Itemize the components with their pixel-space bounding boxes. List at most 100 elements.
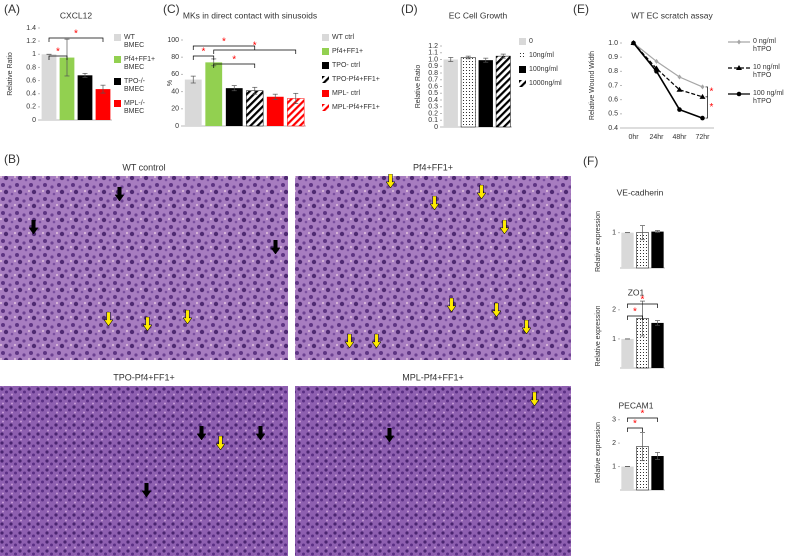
bar	[621, 466, 634, 490]
legend-swatch-fill	[519, 80, 526, 87]
legend-swatch-fill	[114, 34, 121, 41]
y-tick-label: 0.5	[608, 111, 618, 118]
legend-item: 10 ng/ml hTPO	[728, 64, 800, 80]
y-tick-label: 1	[612, 336, 616, 343]
y-tick-label: 0	[434, 124, 438, 131]
significance-mark: *	[253, 41, 257, 52]
y-tick-label: 0.4	[26, 91, 36, 98]
image-title: TPO-Pf4+FF1+	[113, 372, 175, 382]
error-bar	[483, 57, 489, 63]
error-bar	[231, 85, 237, 92]
y-tick-label: 1.1	[428, 50, 438, 57]
y-tick-label: 0.5	[428, 90, 438, 97]
y-tick-label: 2	[612, 307, 616, 314]
image-title: WT control	[122, 162, 165, 172]
legend-label: WT BMEC	[124, 34, 145, 49]
panel-label: (F)	[583, 154, 598, 168]
significance-mark: *	[202, 47, 206, 58]
marker	[654, 58, 659, 64]
y-tick-label: 0.6	[26, 77, 36, 84]
error-bar	[500, 53, 506, 59]
y-tick-label: 3	[612, 417, 616, 424]
error-bar	[272, 93, 278, 100]
legend-swatch-fill	[322, 34, 329, 41]
significance-mark: *	[641, 295, 645, 306]
legend-label: 100ng/ml	[529, 66, 558, 73]
bar	[184, 79, 202, 126]
bar	[460, 57, 476, 128]
bar	[495, 55, 511, 128]
y-tick-label: 80	[171, 54, 179, 61]
legend-item: MPL- ctrl	[322, 90, 402, 98]
y-tick-label: 1.4	[26, 25, 36, 32]
legend-label: TPO- ctrl	[332, 62, 360, 69]
significance-mark: *	[633, 307, 637, 318]
legend-label: 1000ng/ml	[529, 80, 562, 87]
legend-swatch	[114, 78, 121, 85]
legend-item: 0	[519, 38, 579, 46]
legend-item: 10ng/ml	[519, 52, 579, 60]
marker	[631, 40, 636, 46]
y-tick-label: 2	[612, 440, 616, 447]
image-title: MPL-Pf4+FF1+	[402, 372, 464, 382]
significance-mark: *	[633, 419, 637, 430]
legend-item: MPL-/- BMEC	[114, 100, 154, 116]
significance-bracket	[213, 63, 256, 68]
error-bar	[655, 320, 660, 326]
significance-bracket	[627, 315, 643, 320]
significance-bracket	[192, 45, 256, 50]
error-bar	[293, 92, 299, 104]
legend-label: MPL-Pf4+FF1+	[332, 104, 380, 111]
y-axis-label: Relative expression	[595, 422, 602, 483]
line	[633, 42, 703, 88]
y-tick-label: 1	[612, 463, 616, 470]
y-tick-label: 0.4	[608, 125, 618, 132]
legend: 0 10ng/ml 100ng/ml 1000ng/ml	[519, 38, 579, 94]
significance-bracket	[705, 96, 708, 119]
legend-swatch	[728, 39, 750, 45]
y-axis-label: Relative expression	[595, 305, 602, 366]
marker	[700, 115, 705, 121]
y-tick-label: 0.2	[428, 110, 438, 117]
y-tick-label: 0.9	[608, 54, 618, 61]
legend-swatch	[114, 34, 121, 41]
legend-item: Pf4+FF1+	[322, 48, 402, 56]
y-tick-label: 1.0	[428, 56, 438, 63]
significance-mark: *	[641, 409, 645, 420]
legend: 0 ng/ml hTPO 10 ng/ml hTPO 100 ng/ml hTPO	[728, 38, 800, 116]
y-tick-label: 1.0	[608, 40, 618, 47]
legend-swatch-fill	[322, 90, 329, 97]
legend-swatch-fill	[114, 56, 121, 63]
marker	[700, 84, 705, 90]
legend-swatch-fill	[114, 78, 121, 85]
legend-label: TPO-/- BMEC	[124, 78, 145, 93]
bar	[651, 456, 664, 490]
legend-label: Pf4+FF1+ BMEC	[124, 56, 156, 71]
y-tick-label: 0	[32, 117, 36, 124]
error-bar	[640, 225, 645, 241]
legend-swatch	[322, 48, 329, 55]
panel-label: (D)	[401, 2, 418, 16]
chart-title: CXCL12	[60, 10, 92, 20]
y-axis-label: Relative expression	[595, 211, 602, 272]
legend-swatch-fill	[519, 52, 526, 59]
bar	[205, 62, 223, 126]
legend-swatch	[519, 52, 526, 59]
legend-item: WT BMEC	[114, 34, 154, 50]
legend-label: 10ng/ml	[529, 52, 554, 59]
legend-item: MPL-Pf4+FF1+	[322, 104, 402, 112]
significance-bracket	[213, 49, 297, 54]
y-tick-label: 0.8	[428, 70, 438, 77]
y-tick-label: 0.7	[428, 77, 438, 84]
legend-item: TPO-/- BMEC	[114, 78, 154, 94]
marker	[677, 107, 682, 112]
significance-bracket	[627, 303, 658, 308]
legend-label: TPO-Pf4+FF1+	[332, 76, 380, 83]
marker	[736, 65, 742, 70]
legend-swatch	[114, 100, 121, 107]
legend-item: TPO-Pf4+FF1+	[322, 76, 402, 84]
legend-swatch	[322, 62, 329, 69]
legend-item: WT ctrl	[322, 34, 402, 42]
